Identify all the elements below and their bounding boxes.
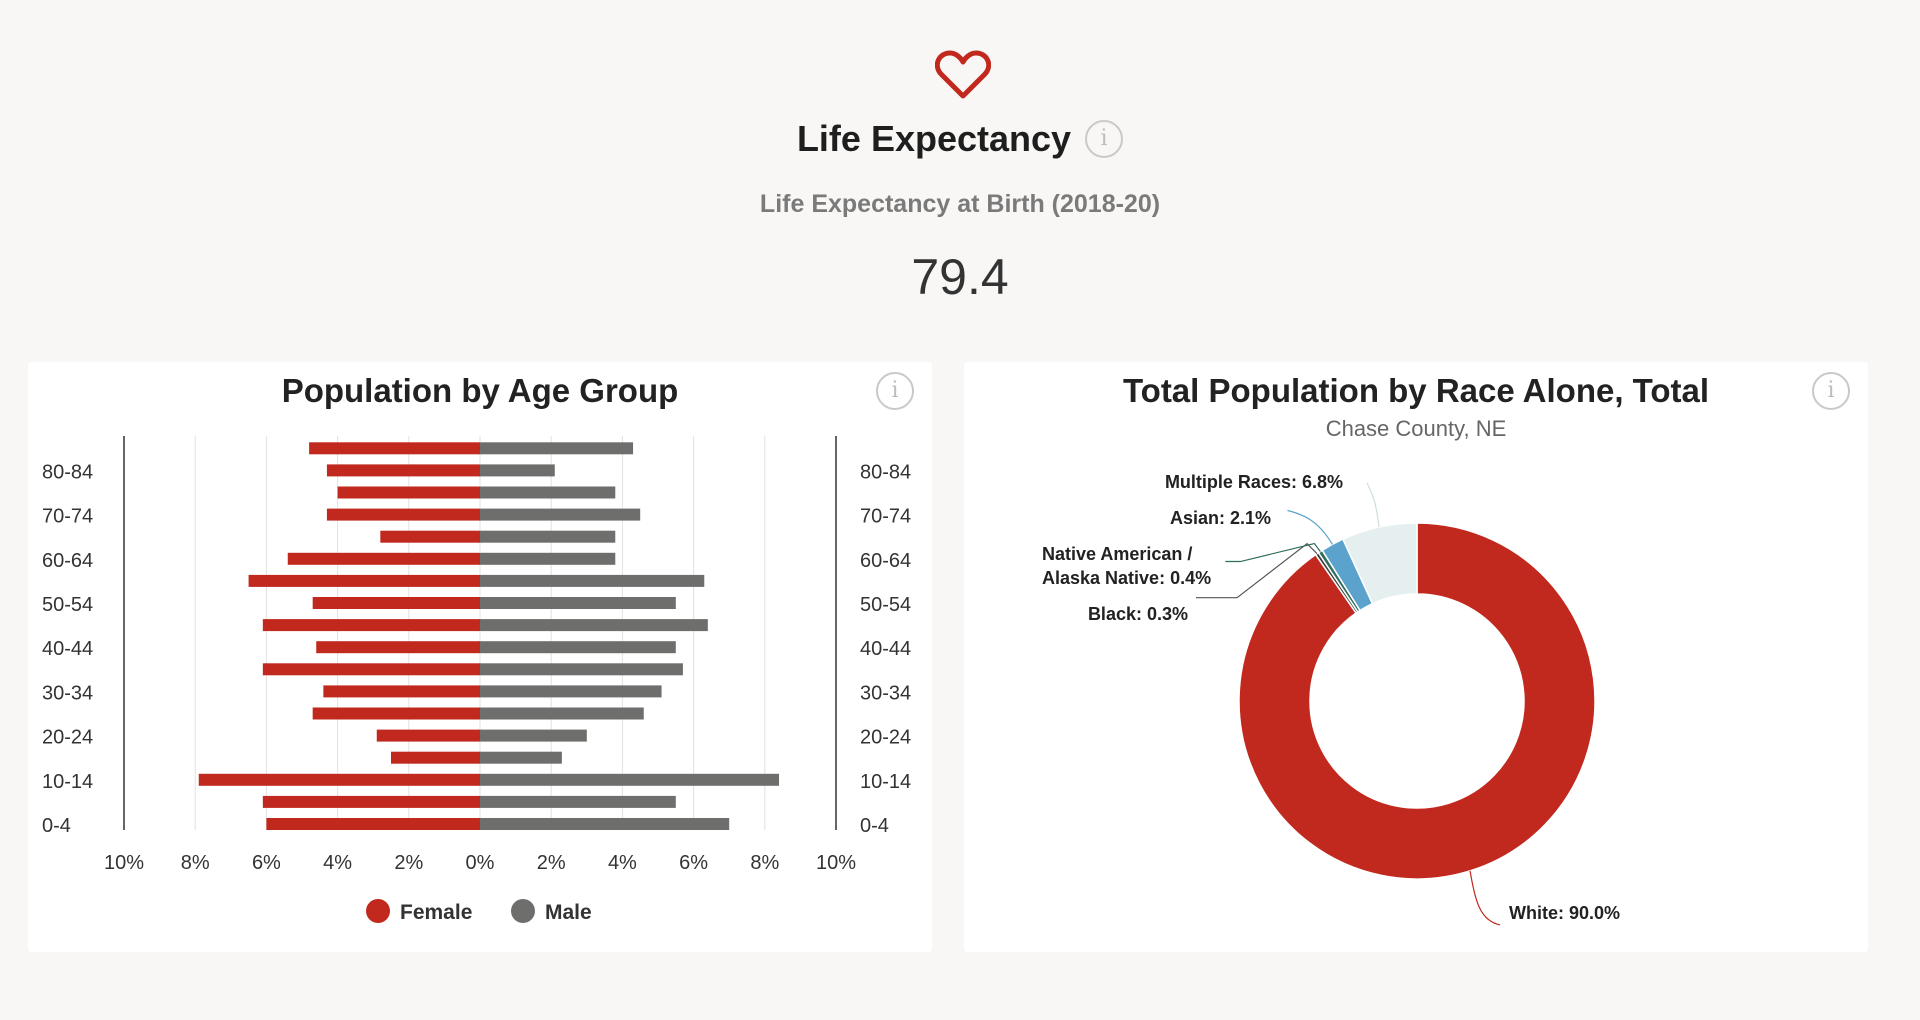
female-bar bbox=[391, 751, 480, 764]
female-bar bbox=[266, 818, 480, 830]
x-tick-label: 0% bbox=[466, 852, 495, 874]
label-connector bbox=[1196, 542, 1318, 599]
legend-marker-female bbox=[366, 899, 390, 923]
chart-title: Total Population by Race Alone, Total bbox=[1122, 372, 1710, 409]
y-tick-label-left: 50-54 bbox=[42, 594, 93, 616]
x-tick-label: 8% bbox=[750, 852, 779, 874]
y-tick-label-right: 10-14 bbox=[860, 771, 911, 793]
y-tick-label-right: 70-74 bbox=[860, 506, 911, 528]
label-connector bbox=[1225, 542, 1321, 563]
y-tick-label-left: 20-24 bbox=[42, 727, 93, 749]
male-bar bbox=[480, 574, 705, 587]
y-tick-label-left: 0-4 bbox=[42, 815, 71, 837]
male-bar bbox=[480, 663, 683, 676]
y-tick-label-left: 70-74 bbox=[42, 506, 93, 528]
y-tick-label-left: 60-64 bbox=[42, 550, 93, 572]
male-bar bbox=[480, 685, 662, 698]
female-bar bbox=[312, 707, 480, 720]
female-bar bbox=[323, 685, 480, 698]
slice-label: Native American / bbox=[1042, 544, 1192, 564]
male-bar bbox=[480, 552, 616, 565]
race-chart-card: Total Population by Race Alone, Total Ch… bbox=[964, 362, 1868, 952]
slice-label: Multiple Races: 6.8% bbox=[1165, 472, 1343, 492]
female-bar bbox=[376, 729, 480, 742]
female-bar bbox=[248, 574, 480, 587]
chart-title: Population by Age Group bbox=[281, 372, 679, 409]
info-icon[interactable]: i bbox=[1085, 120, 1124, 158]
male-bar bbox=[480, 508, 641, 521]
male-bar bbox=[480, 641, 676, 654]
male-bar bbox=[480, 530, 616, 543]
female-bar bbox=[287, 552, 480, 565]
male-bar bbox=[480, 486, 616, 499]
y-tick-label-right: 0-4 bbox=[860, 815, 889, 837]
race-donut-chart: White: 90.0% Black: 0.3% Native American /… bbox=[1042, 472, 1620, 926]
age-group-chart-card: Population by Age Group i 0-4 0-4 10-14 10-… bbox=[28, 362, 932, 952]
chart-subtitle: Chase County, NE bbox=[1325, 416, 1507, 441]
male-bar bbox=[480, 751, 562, 764]
population-pyramid-chart: 0-4 0-4 10-14 10-14 20-24 20-24 30-34 30-34 40-4… bbox=[42, 436, 911, 924]
female-bar bbox=[380, 530, 480, 543]
info-icon[interactable]: i bbox=[876, 372, 914, 410]
x-tick-label: 4% bbox=[323, 852, 352, 874]
x-tick-label: 10% bbox=[104, 852, 144, 874]
y-tick-label-right: 50-54 bbox=[860, 594, 911, 616]
female-bar bbox=[326, 464, 480, 477]
legend-label: Male bbox=[545, 901, 592, 924]
y-tick-label-right: 60-64 bbox=[860, 550, 911, 572]
x-tick-label: 6% bbox=[679, 852, 708, 874]
legend-label: Female bbox=[400, 901, 472, 924]
x-tick-label: 10% bbox=[816, 852, 856, 874]
male-bar bbox=[480, 729, 587, 742]
female-bar bbox=[337, 486, 480, 499]
life-expectancy-header: Life Expectancy i Life Expectancy at Bir… bbox=[0, 0, 1920, 330]
x-tick-label: 4% bbox=[608, 852, 637, 874]
y-tick-label-left: 40-44 bbox=[42, 638, 93, 660]
y-tick-label-left: 30-34 bbox=[42, 682, 93, 704]
slice-label: Black: 0.3% bbox=[1088, 604, 1188, 624]
y-tick-label-right: 20-24 bbox=[860, 727, 911, 749]
male-bar bbox=[480, 818, 730, 830]
male-bar bbox=[480, 795, 676, 808]
female-bar bbox=[262, 663, 480, 676]
y-tick-label-left: 10-14 bbox=[42, 771, 93, 793]
x-tick-label: 6% bbox=[252, 852, 281, 874]
label-connector bbox=[1287, 509, 1333, 545]
metric-subtitle: Life Expectancy at Birth (2018-20) bbox=[759, 190, 1161, 218]
x-tick-label: 8% bbox=[181, 852, 210, 874]
male-bar bbox=[480, 773, 780, 786]
slice-label: Alaska Native: 0.4% bbox=[1042, 568, 1211, 588]
y-tick-label-right: 30-34 bbox=[860, 682, 911, 704]
page-title: Life Expectancy bbox=[796, 118, 1072, 159]
y-tick-label-left: 80-84 bbox=[42, 461, 93, 483]
label-connector bbox=[1469, 870, 1501, 926]
male-bar bbox=[480, 442, 634, 455]
metric-value: 79.4 bbox=[911, 249, 1009, 305]
male-bar bbox=[480, 707, 644, 720]
legend-marker-male bbox=[511, 899, 535, 923]
slice-label: White: 90.0% bbox=[1509, 903, 1620, 923]
female-bar bbox=[326, 508, 480, 521]
female-bar bbox=[262, 795, 480, 808]
slice-label: Asian: 2.1% bbox=[1170, 508, 1271, 528]
female-bar bbox=[309, 442, 480, 455]
female-bar bbox=[198, 773, 480, 786]
male-bar bbox=[480, 619, 708, 632]
label-connector bbox=[1366, 482, 1380, 528]
donut-slice bbox=[1238, 522, 1596, 880]
female-bar bbox=[312, 597, 480, 609]
info-icon[interactable]: i bbox=[1812, 372, 1850, 410]
female-bar bbox=[316, 641, 480, 654]
x-tick-label: 2% bbox=[537, 852, 566, 874]
x-tick-label: 2% bbox=[394, 852, 423, 874]
male-bar bbox=[480, 464, 555, 477]
heart-icon bbox=[935, 50, 991, 99]
y-tick-label-right: 80-84 bbox=[860, 461, 911, 483]
life-expectancy-title-row: Life Expectancy i bbox=[0, 118, 1920, 160]
female-bar bbox=[262, 619, 480, 632]
male-bar bbox=[480, 597, 676, 609]
donut-slice bbox=[1341, 522, 1418, 605]
y-tick-label-right: 40-44 bbox=[860, 638, 911, 660]
